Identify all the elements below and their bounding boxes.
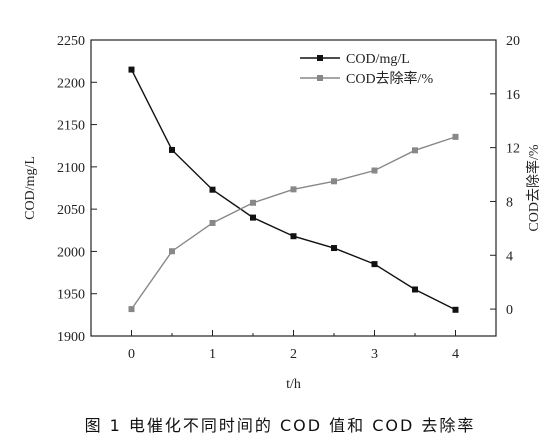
data-point xyxy=(290,233,297,240)
series-line xyxy=(130,136,456,310)
y2-tick-label: 4 xyxy=(506,249,513,264)
y-axis-title: COD/mg/L xyxy=(23,156,38,220)
x-axis-title: t/h xyxy=(286,377,301,392)
y2-tick-label: 0 xyxy=(506,303,513,318)
legend-marker xyxy=(317,55,323,61)
y-tick-label: 2150 xyxy=(57,119,85,134)
y-tick-label: 1900 xyxy=(57,330,85,345)
legend-marker xyxy=(317,75,323,81)
data-point xyxy=(371,167,378,174)
legend-label: COD去除率/% xyxy=(346,70,433,87)
data-point xyxy=(209,186,216,193)
data-point xyxy=(250,214,256,221)
y2-axis-title: COD去除率/% xyxy=(525,144,542,231)
data-point xyxy=(452,133,459,140)
figure-caption: 图 1 电催化不同时间的 COD 值和 COD 去除率 xyxy=(84,416,476,435)
data-point xyxy=(128,306,135,313)
data-point xyxy=(128,66,135,73)
y-tick-label: 2200 xyxy=(57,76,85,91)
data-point xyxy=(209,219,216,226)
y-tick-label: 2050 xyxy=(57,203,85,218)
data-point xyxy=(412,147,418,154)
data-point xyxy=(331,178,337,185)
y-tick-label: 2100 xyxy=(57,161,85,176)
x-tick-label: 2 xyxy=(290,347,297,362)
x-tick-label: 1 xyxy=(209,347,216,362)
data-point xyxy=(412,286,418,293)
y-tick-label: 2000 xyxy=(57,245,85,260)
y-tick-label: 1950 xyxy=(57,288,85,303)
x-tick-label: 3 xyxy=(371,347,378,362)
chart: 0 1 2 3 419001950200020502100215022002250048… xyxy=(23,34,542,392)
y2-tick-label: 12 xyxy=(506,142,520,157)
y2-tick-label: 8 xyxy=(506,195,513,210)
data-point xyxy=(371,261,378,268)
x-tick-label: 4 xyxy=(452,347,459,362)
y2-tick-label: 16 xyxy=(506,88,520,103)
data-point xyxy=(290,186,297,193)
legend-label: COD/mg/L xyxy=(346,52,410,67)
data-point xyxy=(169,248,175,255)
data-point xyxy=(169,146,175,153)
x-tick-label: 0 xyxy=(128,347,135,362)
data-point xyxy=(452,306,459,313)
y2-tick-label: 20 xyxy=(506,34,520,49)
data-point xyxy=(250,199,256,206)
data-point xyxy=(331,245,337,252)
y-tick-label: 2250 xyxy=(57,34,85,49)
